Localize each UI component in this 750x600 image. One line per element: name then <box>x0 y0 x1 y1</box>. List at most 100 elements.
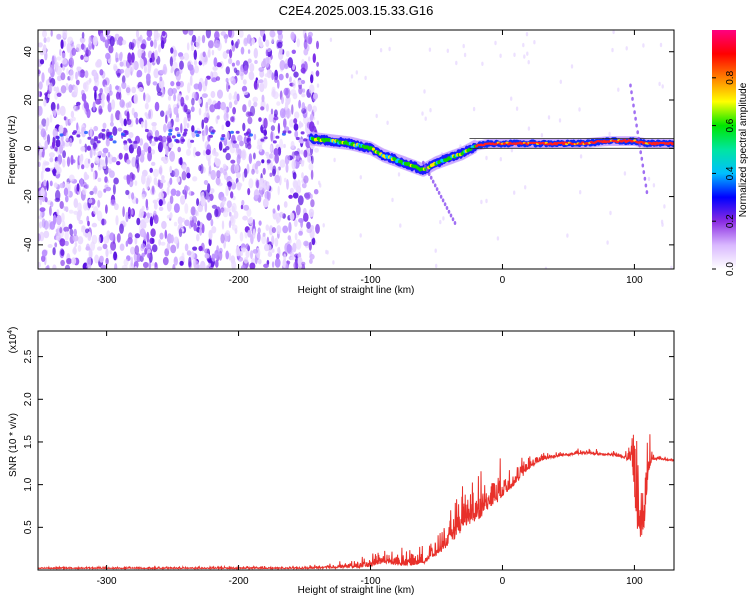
noise-mark <box>292 172 297 180</box>
noise-mark <box>60 39 64 49</box>
noise-mark <box>290 140 295 149</box>
colorbar-tick-label: 0.4 <box>725 166 736 180</box>
noise-mark <box>670 265 673 269</box>
noise-mark <box>225 146 230 151</box>
noise-mark <box>112 140 117 144</box>
noise-mark <box>283 118 287 128</box>
noise-mark <box>230 191 234 199</box>
noise-mark <box>126 159 131 165</box>
noise-mark <box>159 69 166 75</box>
noise-mark <box>52 128 58 138</box>
noise-mark <box>125 85 131 96</box>
noise-mark <box>152 81 158 86</box>
noise-mark <box>242 215 249 221</box>
noise-mark <box>168 142 174 148</box>
noise-mark <box>130 246 136 255</box>
noise-mark <box>131 86 137 94</box>
noise-mark <box>115 110 121 121</box>
noise-mark <box>59 48 62 57</box>
noise-mark <box>214 208 219 218</box>
noise-mark <box>266 182 270 191</box>
noise-mark <box>141 193 146 200</box>
noise-mark <box>221 220 225 230</box>
noise-mark <box>277 247 280 254</box>
noise-mark <box>202 51 206 58</box>
noise-mark <box>260 138 265 142</box>
noise-mark <box>283 143 286 149</box>
noise-mark <box>606 240 609 245</box>
noise-mark <box>226 200 232 208</box>
noise-mark <box>111 99 116 110</box>
noise-mark <box>245 142 248 149</box>
noise-mark <box>309 113 314 122</box>
noise-mark <box>189 67 195 76</box>
noise-mark <box>205 149 211 156</box>
noise-mark <box>243 37 248 47</box>
y-tick-label: 2.5 <box>23 349 34 363</box>
noise-mark <box>291 63 296 71</box>
noise-mark <box>105 248 109 258</box>
noise-mark <box>230 116 235 122</box>
noise-mark <box>301 172 304 179</box>
noise-mark <box>254 60 258 64</box>
noise-mark <box>179 260 184 266</box>
noise-mark <box>177 216 183 225</box>
noise-mark <box>137 36 142 42</box>
noise-mark <box>175 117 180 123</box>
noise-mark <box>143 92 146 102</box>
noise-mark <box>161 175 165 180</box>
noise-mark <box>386 120 389 126</box>
noise-mark <box>271 72 275 81</box>
noise-mark <box>283 177 287 183</box>
noise-mark <box>136 145 142 157</box>
noise-mark <box>242 104 247 113</box>
noise-mark <box>201 93 208 98</box>
noise-mark <box>140 150 146 157</box>
noise-mark <box>131 192 135 200</box>
noise-mark <box>194 209 198 216</box>
noise-mark <box>131 173 136 181</box>
noise-mark <box>194 65 199 74</box>
colorbar-tick-label: 0.2 <box>725 214 736 228</box>
streak-mark <box>422 160 425 165</box>
noise-mark <box>170 234 174 244</box>
noise-mark <box>87 220 90 227</box>
noise-mark <box>64 142 70 147</box>
noise-mark <box>119 53 123 62</box>
noise-mark <box>272 165 277 175</box>
noise-mark <box>154 130 160 138</box>
noise-mark <box>103 235 110 244</box>
noise-mark <box>229 77 234 82</box>
noise-mark <box>261 94 265 103</box>
noise-mark <box>55 135 60 139</box>
noise-mark <box>178 94 182 100</box>
noise-mark <box>308 241 312 251</box>
noise-mark <box>125 240 129 247</box>
noise-mark <box>225 77 229 83</box>
noise-mark <box>282 225 289 234</box>
noise-mark <box>71 257 77 265</box>
noise-mark <box>143 142 150 153</box>
noise-mark <box>578 107 581 112</box>
noise-mark <box>68 174 75 182</box>
noise-mark <box>198 108 202 116</box>
noise-mark <box>222 169 227 176</box>
noise-mark <box>73 246 77 255</box>
noise-mark <box>292 192 299 199</box>
noise-mark <box>141 252 146 257</box>
noise-mark <box>40 170 44 181</box>
noise-mark <box>261 234 267 245</box>
noise-mark <box>625 46 628 51</box>
noise-mark <box>208 164 212 175</box>
noise-mark <box>285 72 289 79</box>
noise-mark <box>128 65 133 73</box>
noise-mark <box>101 128 106 132</box>
noise-mark <box>115 215 119 226</box>
noise-mark <box>238 69 245 77</box>
noise-mark <box>194 130 199 134</box>
noise-mark <box>100 264 107 269</box>
noise-mark <box>211 129 216 133</box>
noise-mark <box>61 212 65 223</box>
noise-mark <box>298 86 303 95</box>
